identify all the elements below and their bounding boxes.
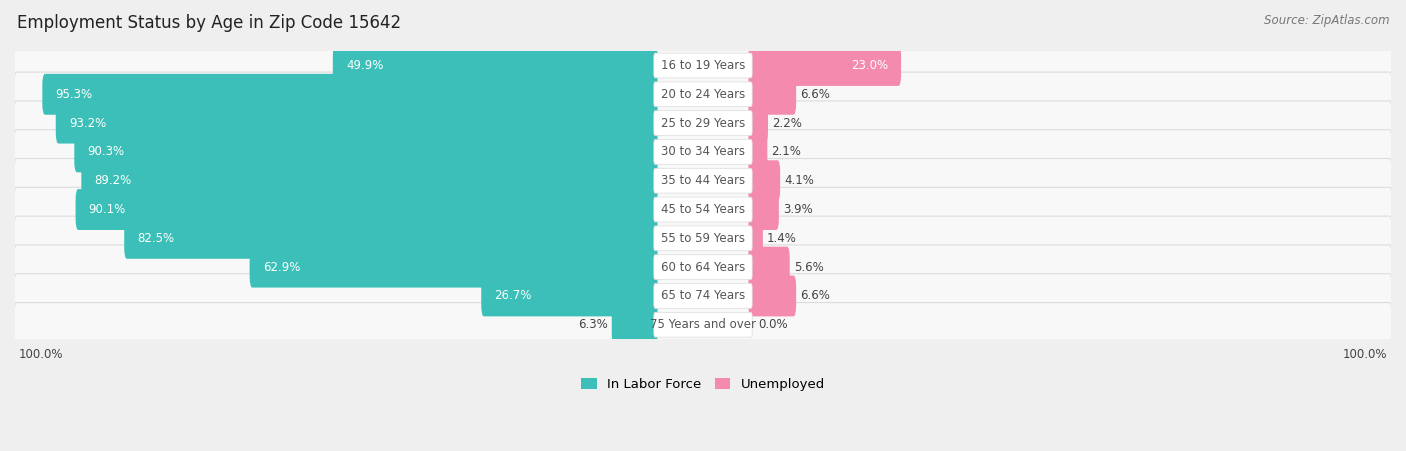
Text: 62.9%: 62.9% [263, 261, 299, 274]
FancyBboxPatch shape [14, 43, 1392, 87]
FancyBboxPatch shape [333, 45, 658, 86]
Text: 45 to 54 Years: 45 to 54 Years [661, 203, 745, 216]
Text: 65 to 74 Years: 65 to 74 Years [661, 290, 745, 303]
FancyBboxPatch shape [82, 160, 658, 201]
Text: 6.6%: 6.6% [800, 290, 830, 303]
FancyBboxPatch shape [76, 189, 658, 230]
FancyBboxPatch shape [748, 276, 796, 317]
Text: 3.9%: 3.9% [783, 203, 813, 216]
FancyBboxPatch shape [14, 72, 1392, 116]
Text: 100.0%: 100.0% [1343, 348, 1388, 361]
Text: 93.2%: 93.2% [69, 117, 105, 129]
FancyBboxPatch shape [654, 168, 752, 193]
FancyBboxPatch shape [14, 303, 1392, 347]
FancyBboxPatch shape [748, 131, 768, 172]
FancyBboxPatch shape [654, 53, 752, 78]
Text: 23.0%: 23.0% [851, 59, 889, 72]
Text: 6.6%: 6.6% [800, 88, 830, 101]
Text: 55 to 59 Years: 55 to 59 Years [661, 232, 745, 245]
FancyBboxPatch shape [14, 101, 1392, 145]
FancyBboxPatch shape [654, 255, 752, 280]
FancyBboxPatch shape [14, 130, 1392, 174]
Text: 4.1%: 4.1% [785, 174, 814, 187]
FancyBboxPatch shape [481, 276, 658, 317]
Text: Employment Status by Age in Zip Code 15642: Employment Status by Age in Zip Code 156… [17, 14, 401, 32]
Text: 49.9%: 49.9% [346, 59, 384, 72]
FancyBboxPatch shape [654, 197, 752, 222]
Text: 82.5%: 82.5% [138, 232, 174, 245]
Text: Source: ZipAtlas.com: Source: ZipAtlas.com [1264, 14, 1389, 27]
FancyBboxPatch shape [654, 313, 752, 337]
Text: 30 to 34 Years: 30 to 34 Years [661, 145, 745, 158]
FancyBboxPatch shape [654, 110, 752, 135]
Text: 1.4%: 1.4% [768, 232, 797, 245]
Text: 5.6%: 5.6% [794, 261, 824, 274]
Text: 100.0%: 100.0% [18, 348, 63, 361]
Legend: In Labor Force, Unemployed: In Labor Force, Unemployed [575, 373, 831, 396]
Text: 0.0%: 0.0% [758, 318, 787, 331]
Text: 90.1%: 90.1% [89, 203, 127, 216]
FancyBboxPatch shape [14, 187, 1392, 232]
Text: 60 to 64 Years: 60 to 64 Years [661, 261, 745, 274]
FancyBboxPatch shape [75, 131, 658, 172]
FancyBboxPatch shape [14, 274, 1392, 318]
FancyBboxPatch shape [748, 160, 780, 201]
FancyBboxPatch shape [748, 45, 901, 86]
Text: 2.1%: 2.1% [772, 145, 801, 158]
FancyBboxPatch shape [14, 158, 1392, 203]
FancyBboxPatch shape [124, 218, 658, 259]
Text: 20 to 24 Years: 20 to 24 Years [661, 88, 745, 101]
Text: 35 to 44 Years: 35 to 44 Years [661, 174, 745, 187]
FancyBboxPatch shape [612, 304, 658, 345]
Text: 89.2%: 89.2% [94, 174, 132, 187]
Text: 95.3%: 95.3% [55, 88, 93, 101]
FancyBboxPatch shape [14, 245, 1392, 289]
Text: 25 to 29 Years: 25 to 29 Years [661, 117, 745, 129]
FancyBboxPatch shape [654, 284, 752, 308]
FancyBboxPatch shape [654, 139, 752, 164]
FancyBboxPatch shape [56, 103, 658, 143]
Text: 6.3%: 6.3% [578, 318, 607, 331]
FancyBboxPatch shape [748, 74, 796, 115]
FancyBboxPatch shape [748, 103, 768, 143]
FancyBboxPatch shape [654, 226, 752, 251]
Text: 2.2%: 2.2% [772, 117, 801, 129]
FancyBboxPatch shape [654, 82, 752, 107]
FancyBboxPatch shape [748, 189, 779, 230]
FancyBboxPatch shape [250, 247, 658, 288]
Text: 26.7%: 26.7% [495, 290, 531, 303]
FancyBboxPatch shape [748, 247, 790, 288]
Text: 16 to 19 Years: 16 to 19 Years [661, 59, 745, 72]
FancyBboxPatch shape [42, 74, 658, 115]
FancyBboxPatch shape [14, 216, 1392, 261]
Text: 75 Years and over: 75 Years and over [650, 318, 756, 331]
Text: 90.3%: 90.3% [87, 145, 125, 158]
FancyBboxPatch shape [748, 218, 763, 259]
